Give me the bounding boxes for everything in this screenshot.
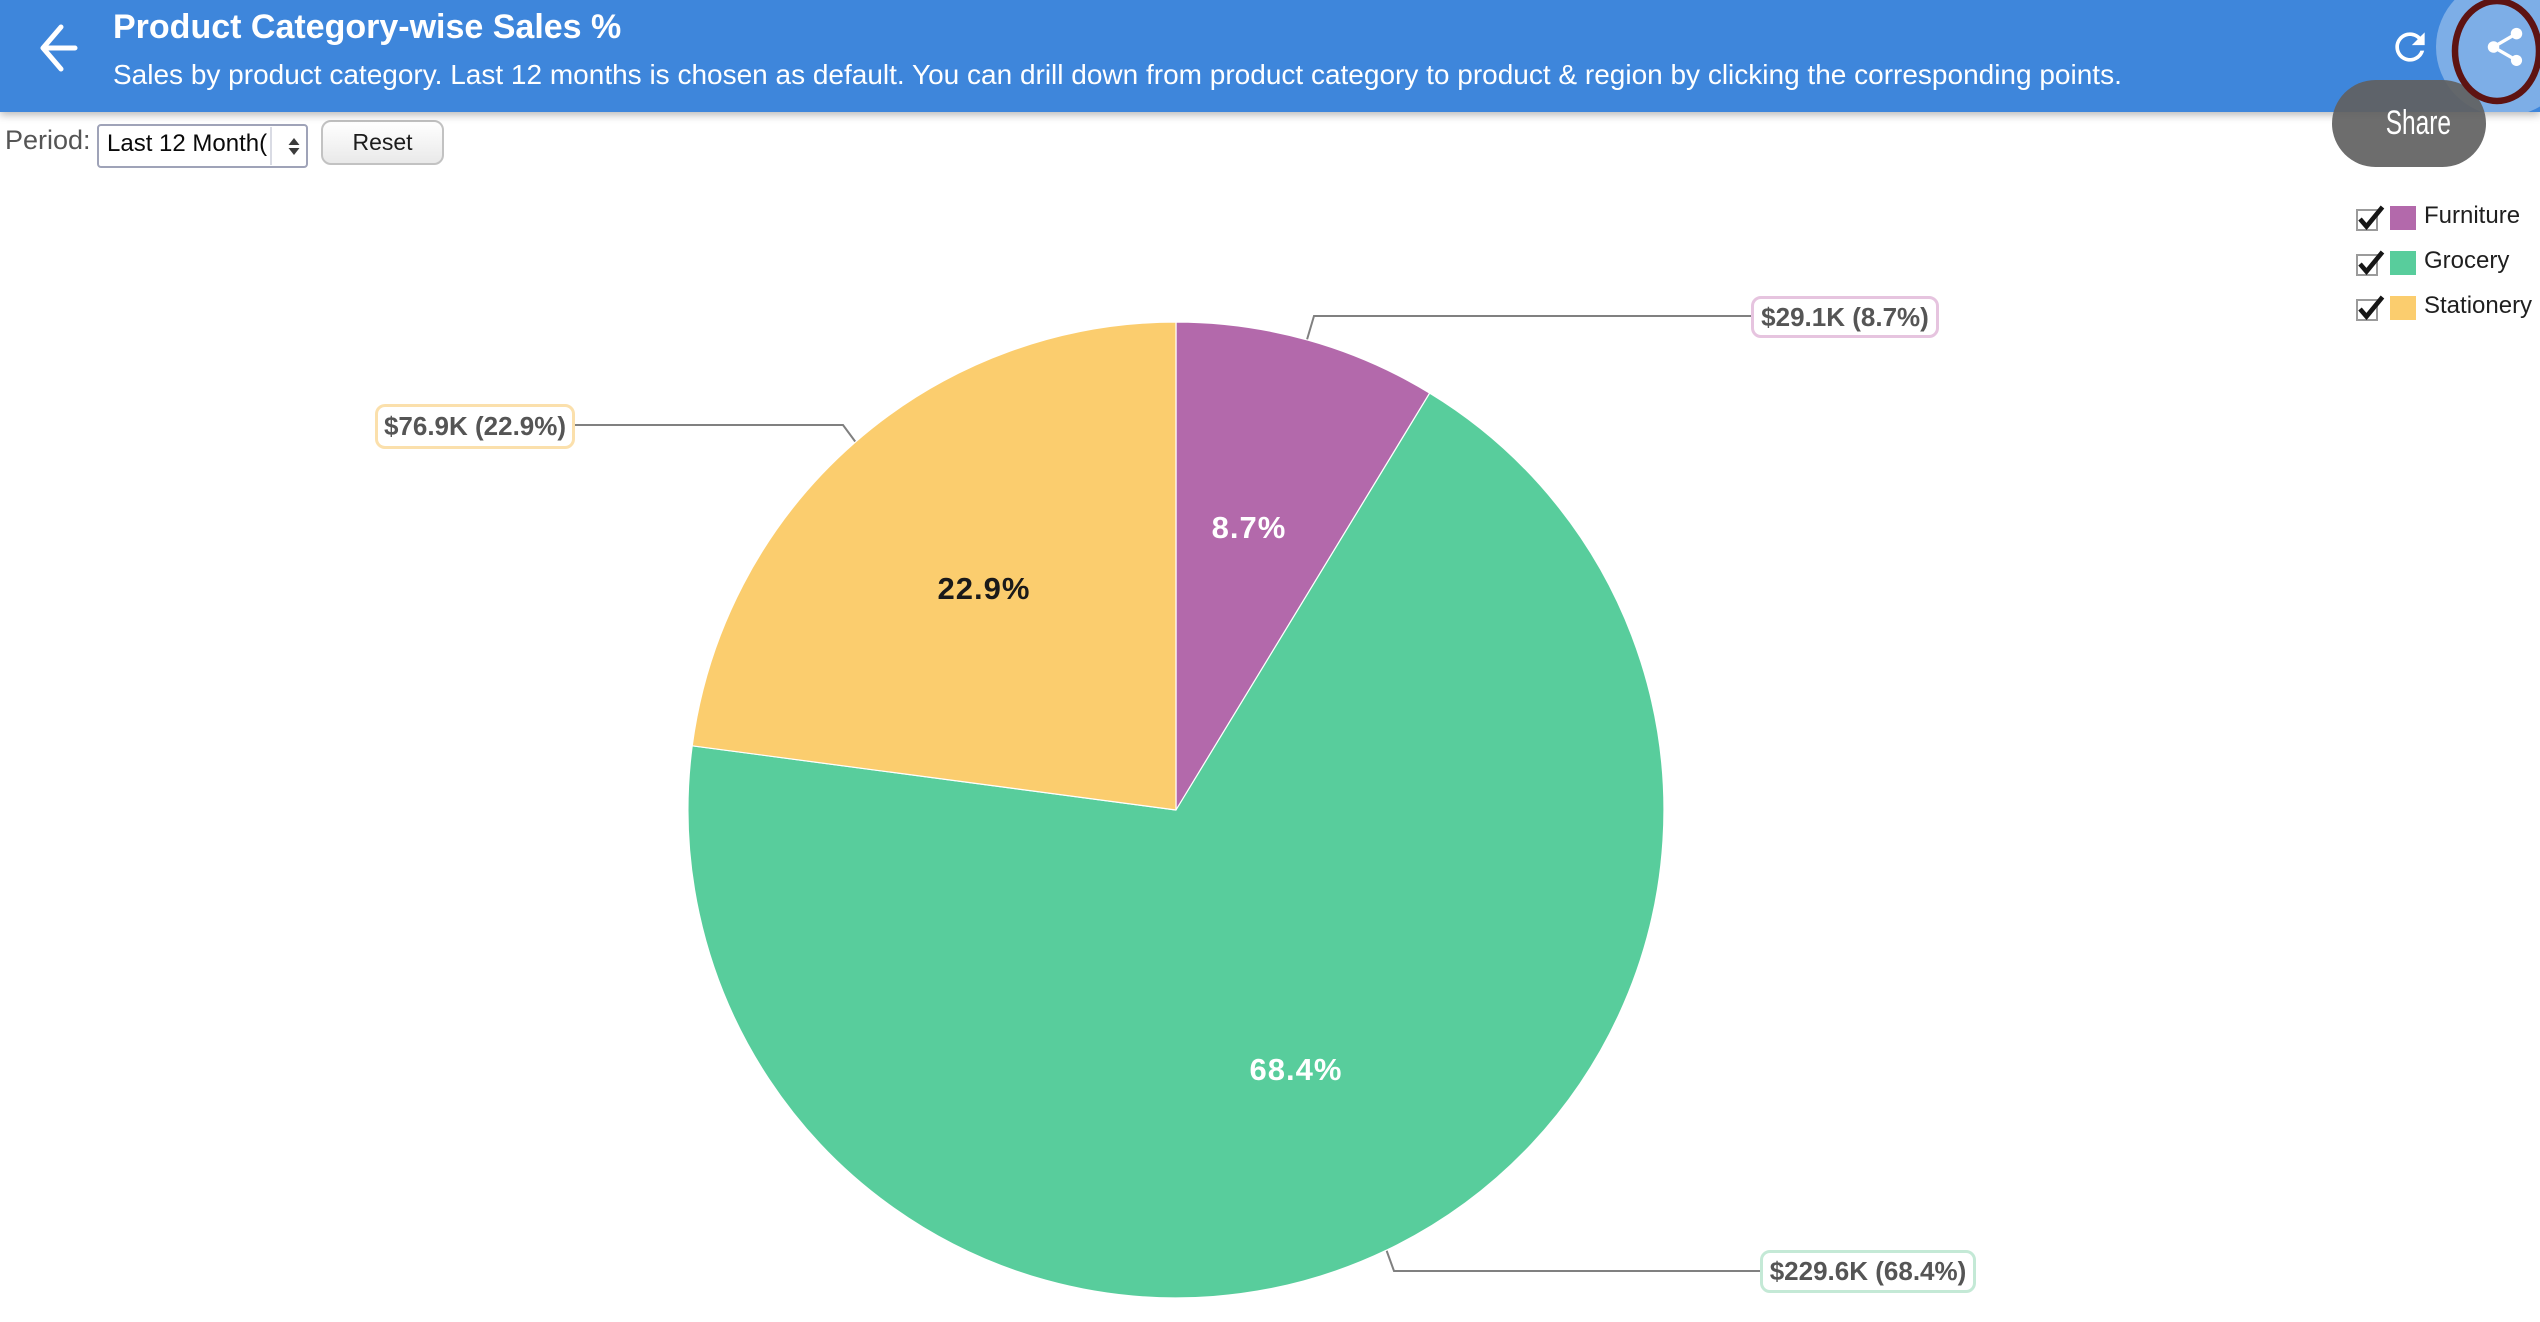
svg-text:22.9%: 22.9% [938,571,1031,606]
svg-text:68.4%: 68.4% [1250,1052,1343,1087]
svg-text:8.7%: 8.7% [1212,510,1287,545]
